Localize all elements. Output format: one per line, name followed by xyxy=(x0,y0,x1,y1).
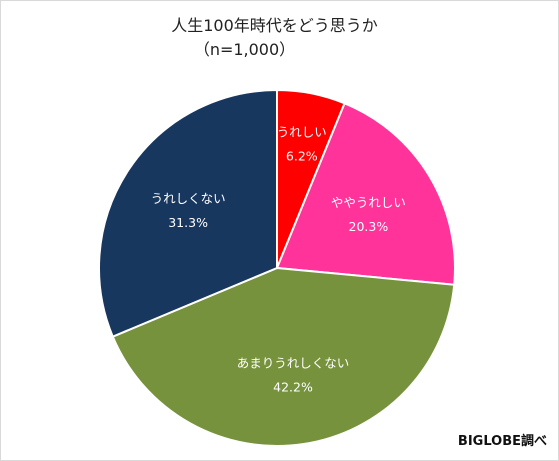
pie-slice-2 xyxy=(111,266,456,448)
slice-label-0: うれしい xyxy=(277,124,327,139)
pie-slice-3 xyxy=(98,88,278,338)
slice-label-1: ややうれしい xyxy=(331,195,406,210)
slice-value-0: 6.2% xyxy=(286,148,318,163)
slice-label-3: うれしくない xyxy=(151,191,226,206)
chart-title: 人生100年時代をどう思うか xyxy=(171,16,378,35)
slice-value-2: 42.2% xyxy=(273,380,313,395)
chart-subtitle: （n=1,000） xyxy=(193,40,296,59)
source-note: BIGLOBE調べ xyxy=(457,434,547,449)
slice-value-1: 20.3% xyxy=(349,219,389,234)
slice-value-3: 31.3% xyxy=(168,215,208,230)
slice-label-2: あまりうれしくない xyxy=(237,356,350,371)
pie-slice-1 xyxy=(275,102,456,286)
chart-title-block: 人生100年時代をどう思うか （n=1,000） xyxy=(0,14,559,62)
